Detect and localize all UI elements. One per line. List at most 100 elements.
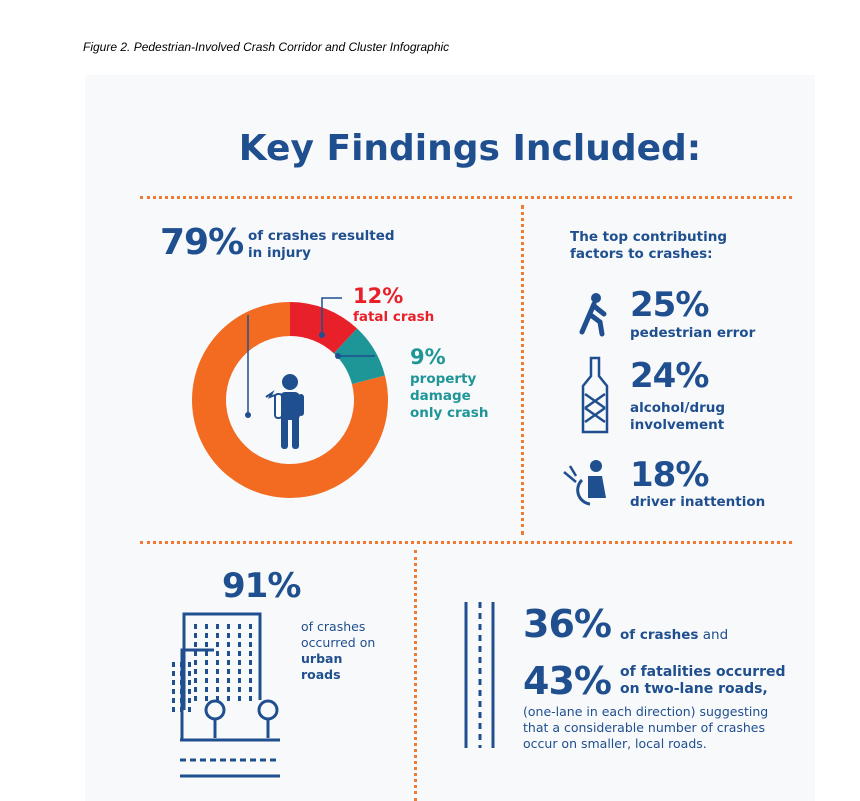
window (238, 633, 241, 638)
crashes-text: of crashes (620, 627, 699, 643)
window (180, 680, 183, 685)
window (249, 696, 252, 701)
factors-title-line: The top contributing (570, 229, 728, 245)
donut-slice-in-injury (192, 302, 388, 498)
window (227, 687, 230, 692)
window (205, 669, 208, 674)
property-pct: 9% (410, 345, 446, 369)
window (188, 671, 191, 676)
injury-label: of crashes resulted in injury (248, 228, 395, 262)
window (172, 698, 175, 703)
property-text: damage (410, 388, 471, 404)
window (249, 642, 252, 647)
window (205, 624, 208, 629)
window (205, 660, 208, 665)
note-line: occur on smaller, local roads. (523, 736, 707, 751)
factor-pct: 18% (630, 455, 709, 495)
window (194, 669, 197, 674)
window (188, 689, 191, 694)
divider (140, 196, 792, 199)
factor-label-line: involvement (630, 417, 725, 433)
window (180, 662, 183, 667)
divider (521, 205, 524, 535)
factors-title-line: factors to crashes: (570, 246, 713, 262)
window (194, 651, 197, 656)
property-text: only crash (410, 405, 489, 421)
distracted-driver-icon (563, 460, 606, 506)
window (188, 707, 191, 712)
fatal-pct: 12% (353, 284, 404, 308)
window (249, 669, 252, 674)
heading: Key Findings Included: (238, 128, 702, 169)
donut-chart (192, 297, 388, 498)
window (205, 696, 208, 701)
fatalities-label: of fatalities occurred on two-lane roads, (620, 664, 786, 698)
urban-text: of crashes (301, 619, 366, 634)
window (227, 678, 230, 683)
window (172, 662, 175, 667)
window (249, 687, 252, 692)
window (188, 698, 191, 703)
window (194, 633, 197, 638)
window (238, 678, 241, 683)
window (238, 624, 241, 629)
window (180, 707, 183, 712)
leader-line (321, 297, 342, 335)
two-lane-note: (one-lane in each direction) suggesting t… (523, 704, 768, 752)
window (205, 642, 208, 647)
window (205, 678, 208, 683)
divider (140, 541, 792, 544)
urban-text: roads (301, 667, 341, 682)
window (216, 624, 219, 629)
window (227, 624, 230, 629)
window (238, 651, 241, 656)
factor-pct: 25% (630, 285, 709, 325)
factor-label: pedestrian error (630, 325, 756, 341)
window (249, 633, 252, 638)
window (180, 671, 183, 676)
property-label: property damage only crash (410, 371, 488, 422)
window (216, 696, 219, 701)
factor-label: driver inattention (630, 494, 766, 510)
urban-text: occurred on (301, 635, 376, 650)
crashes-pct: 36% (523, 602, 612, 646)
window (249, 624, 252, 629)
leader-dot (245, 412, 251, 418)
factor-pct: 24% (630, 356, 709, 396)
window (238, 696, 241, 701)
note-line: that a considerable number of crashes (523, 720, 766, 735)
window (172, 707, 175, 712)
figure-caption: Figure 2. Pedestrian-Involved Crash Corr… (83, 40, 450, 54)
window (180, 698, 183, 703)
donut-slice-fatal-crash (290, 302, 358, 354)
leader-dot (335, 353, 341, 359)
urban-label: of crashes occurred on urban roads (301, 619, 375, 683)
window (249, 678, 252, 683)
window (216, 669, 219, 674)
fatalities-text: of fatalities occurred (620, 664, 786, 680)
window (172, 680, 175, 685)
window (180, 689, 183, 694)
window (172, 671, 175, 676)
window (205, 633, 208, 638)
fatalities-text: on two-lane roads, (620, 681, 768, 697)
window (194, 687, 197, 692)
window (227, 669, 230, 674)
injury-text: of crashes resulted (248, 228, 395, 244)
window (249, 660, 252, 665)
window (216, 633, 219, 638)
factors-title: The top contributing factors to crashes: (570, 229, 727, 263)
urban-text: urban (301, 651, 343, 666)
window (238, 660, 241, 665)
window (238, 642, 241, 647)
note-line: (one-lane in each direction) suggesting (523, 704, 769, 719)
injury-pct: 79% (160, 222, 244, 263)
pedestrian-walking-icon (579, 293, 607, 337)
window (238, 687, 241, 692)
urban-pct: 91% (222, 566, 301, 606)
window (205, 687, 208, 692)
window (227, 696, 230, 701)
city-buildings-icon (172, 612, 280, 778)
two-lane-road-icon (464, 602, 495, 748)
window (205, 651, 208, 656)
